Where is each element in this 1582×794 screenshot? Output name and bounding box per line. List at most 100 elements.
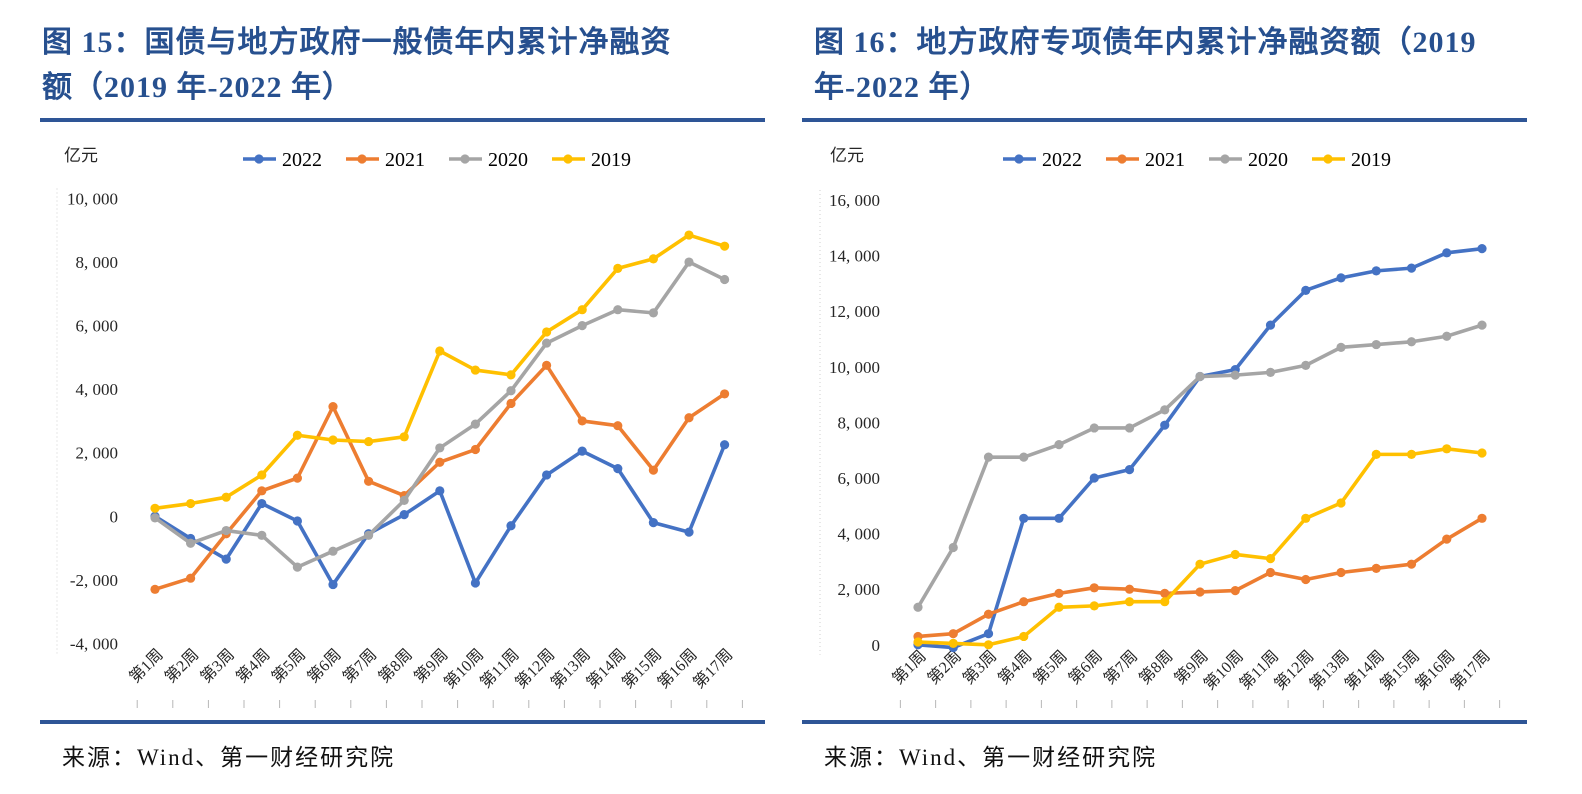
data-point-2020 — [470, 419, 480, 429]
data-point-2019 — [1054, 602, 1064, 612]
data-point-2019 — [1442, 444, 1452, 454]
legend-label: 2022 — [282, 149, 322, 171]
data-point-2021 — [150, 584, 160, 594]
data-point-2020 — [1019, 452, 1029, 462]
legend-item-2019: 2019 — [1312, 149, 1391, 171]
data-point-2020 — [684, 257, 694, 267]
y-tick-label: 12, 000 — [829, 302, 880, 321]
data-point-2022 — [470, 578, 480, 588]
data-point-2021 — [1301, 574, 1311, 585]
data-point-2021 — [292, 473, 302, 483]
data-point-2022 — [613, 463, 623, 474]
data-point-2020 — [186, 538, 196, 548]
data-point-2022 — [1054, 513, 1064, 523]
data-point-2021 — [186, 573, 196, 583]
x-tick-label: 第5周 — [1030, 647, 1071, 688]
title-divider — [40, 118, 765, 122]
series-2020 — [913, 320, 1487, 612]
data-point-2021 — [1160, 588, 1170, 598]
legend-marker-dot — [1117, 154, 1127, 164]
data-point-2021 — [1406, 559, 1417, 569]
y-axis-unit-label: 亿元 — [830, 146, 864, 165]
data-point-2019 — [684, 230, 694, 240]
figure-16-title-line1: 图 16：地方政府专项债年内累计净融资额（2019 — [814, 26, 1477, 59]
data-point-2021 — [948, 629, 958, 639]
data-point-2019 — [506, 370, 516, 380]
data-point-2021 — [983, 609, 994, 619]
x-axis-labels: 第1周第2周第3周第4周第5周第6周第7周第8周第9周第10周第11周第12周第… — [126, 645, 737, 692]
data-point-2019 — [1124, 597, 1135, 607]
x-tick-label: 第6周 — [1065, 647, 1106, 688]
data-point-2022 — [1336, 273, 1346, 283]
data-point-2020 — [399, 495, 409, 505]
data-point-2019 — [1336, 498, 1346, 508]
data-point-2022 — [1371, 266, 1381, 276]
x-tick-label: 第6周 — [304, 645, 345, 686]
y-axis-labels: 10, 000 8, 000 6, 000 4, 000 2, 000 0 -2, 000 -… — [67, 190, 118, 654]
source-note: 来源：Wind、第一财经研究院 — [62, 745, 396, 770]
data-point-2020 — [613, 305, 623, 315]
data-point-2021 — [1230, 585, 1240, 596]
data-point-2022 — [1442, 248, 1452, 258]
x-tick-label: 第7周 — [339, 645, 380, 686]
data-point-2019 — [399, 432, 409, 442]
figure-16-title-line2: 年-2022 年） — [814, 71, 991, 104]
data-point-2020 — [1124, 423, 1135, 433]
data-point-2020 — [150, 513, 160, 523]
data-point-2020 — [577, 321, 587, 331]
legend-item-2022: 2022 — [1003, 149, 1082, 171]
legend-item-2020: 2020 — [449, 149, 528, 171]
legend-marker-dot — [563, 154, 573, 164]
y-tick-label: 14, 000 — [829, 247, 880, 266]
data-point-2020 — [1230, 370, 1240, 380]
legend-item-2021: 2021 — [346, 149, 425, 171]
data-point-2019 — [1406, 449, 1417, 459]
data-point-2022 — [1124, 465, 1135, 475]
y-tick-label: 8, 000 — [838, 413, 881, 432]
data-point-2019 — [1301, 513, 1311, 523]
data-point-2019 — [221, 492, 231, 502]
legend-marker-dot — [1014, 154, 1024, 164]
series-line-2019 — [916, 447, 1484, 647]
data-point-2022 — [435, 486, 445, 496]
y-tick-label: -2, 000 — [70, 571, 118, 590]
legend-label: 2019 — [1351, 149, 1391, 171]
x-tick-label: 第17周 — [1447, 647, 1494, 694]
data-point-2022 — [1160, 420, 1170, 430]
x-tick-label: 第2周 — [924, 647, 965, 688]
series-2019 — [913, 444, 1487, 650]
data-point-2021 — [613, 421, 623, 431]
data-point-2019 — [1160, 597, 1170, 607]
data-point-2022 — [684, 527, 694, 537]
data-point-2021 — [1054, 588, 1064, 598]
data-point-2021 — [506, 398, 516, 409]
data-point-2020 — [328, 546, 338, 556]
x-axis-ticks — [899, 700, 1501, 708]
legend-item-2019: 2019 — [552, 149, 631, 171]
x-tick-label: 第1周 — [889, 647, 930, 688]
chart-legend: 2022 2021 2020 2019 — [243, 149, 631, 171]
x-tick-label: 第2周 — [161, 645, 202, 686]
x-tick-label: 第3周 — [197, 645, 238, 686]
data-point-2019 — [1195, 559, 1205, 569]
data-point-2019 — [1089, 601, 1099, 611]
data-point-2020 — [1371, 339, 1381, 350]
legend-label: 2020 — [1248, 149, 1288, 171]
data-point-2019 — [1477, 448, 1487, 458]
data-point-2020 — [506, 386, 516, 396]
figure-15-title-line1: 图 15：国债与地方政府一般债年内累计净融资 — [42, 26, 672, 59]
x-tick-label: 第5周 — [268, 645, 309, 686]
data-point-2020 — [1477, 320, 1487, 330]
legend-label: 2021 — [1145, 149, 1185, 171]
data-point-2020 — [1089, 423, 1099, 433]
data-point-2020 — [1301, 360, 1311, 371]
data-point-2022 — [720, 440, 730, 450]
data-point-2020 — [720, 274, 730, 285]
data-point-2022 — [1406, 263, 1417, 273]
y-tick-label: 16, 000 — [829, 191, 880, 210]
x-axis-labels: 第1周第2周第3周第4周第5周第6周第7周第8周第9周第10周第11周第12周第… — [889, 647, 1494, 694]
data-point-2019 — [577, 305, 587, 315]
data-point-2019 — [150, 503, 160, 513]
data-point-2022 — [292, 516, 302, 526]
